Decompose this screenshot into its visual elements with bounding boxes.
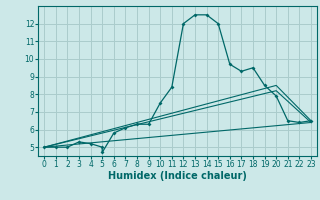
X-axis label: Humidex (Indice chaleur): Humidex (Indice chaleur): [108, 171, 247, 181]
